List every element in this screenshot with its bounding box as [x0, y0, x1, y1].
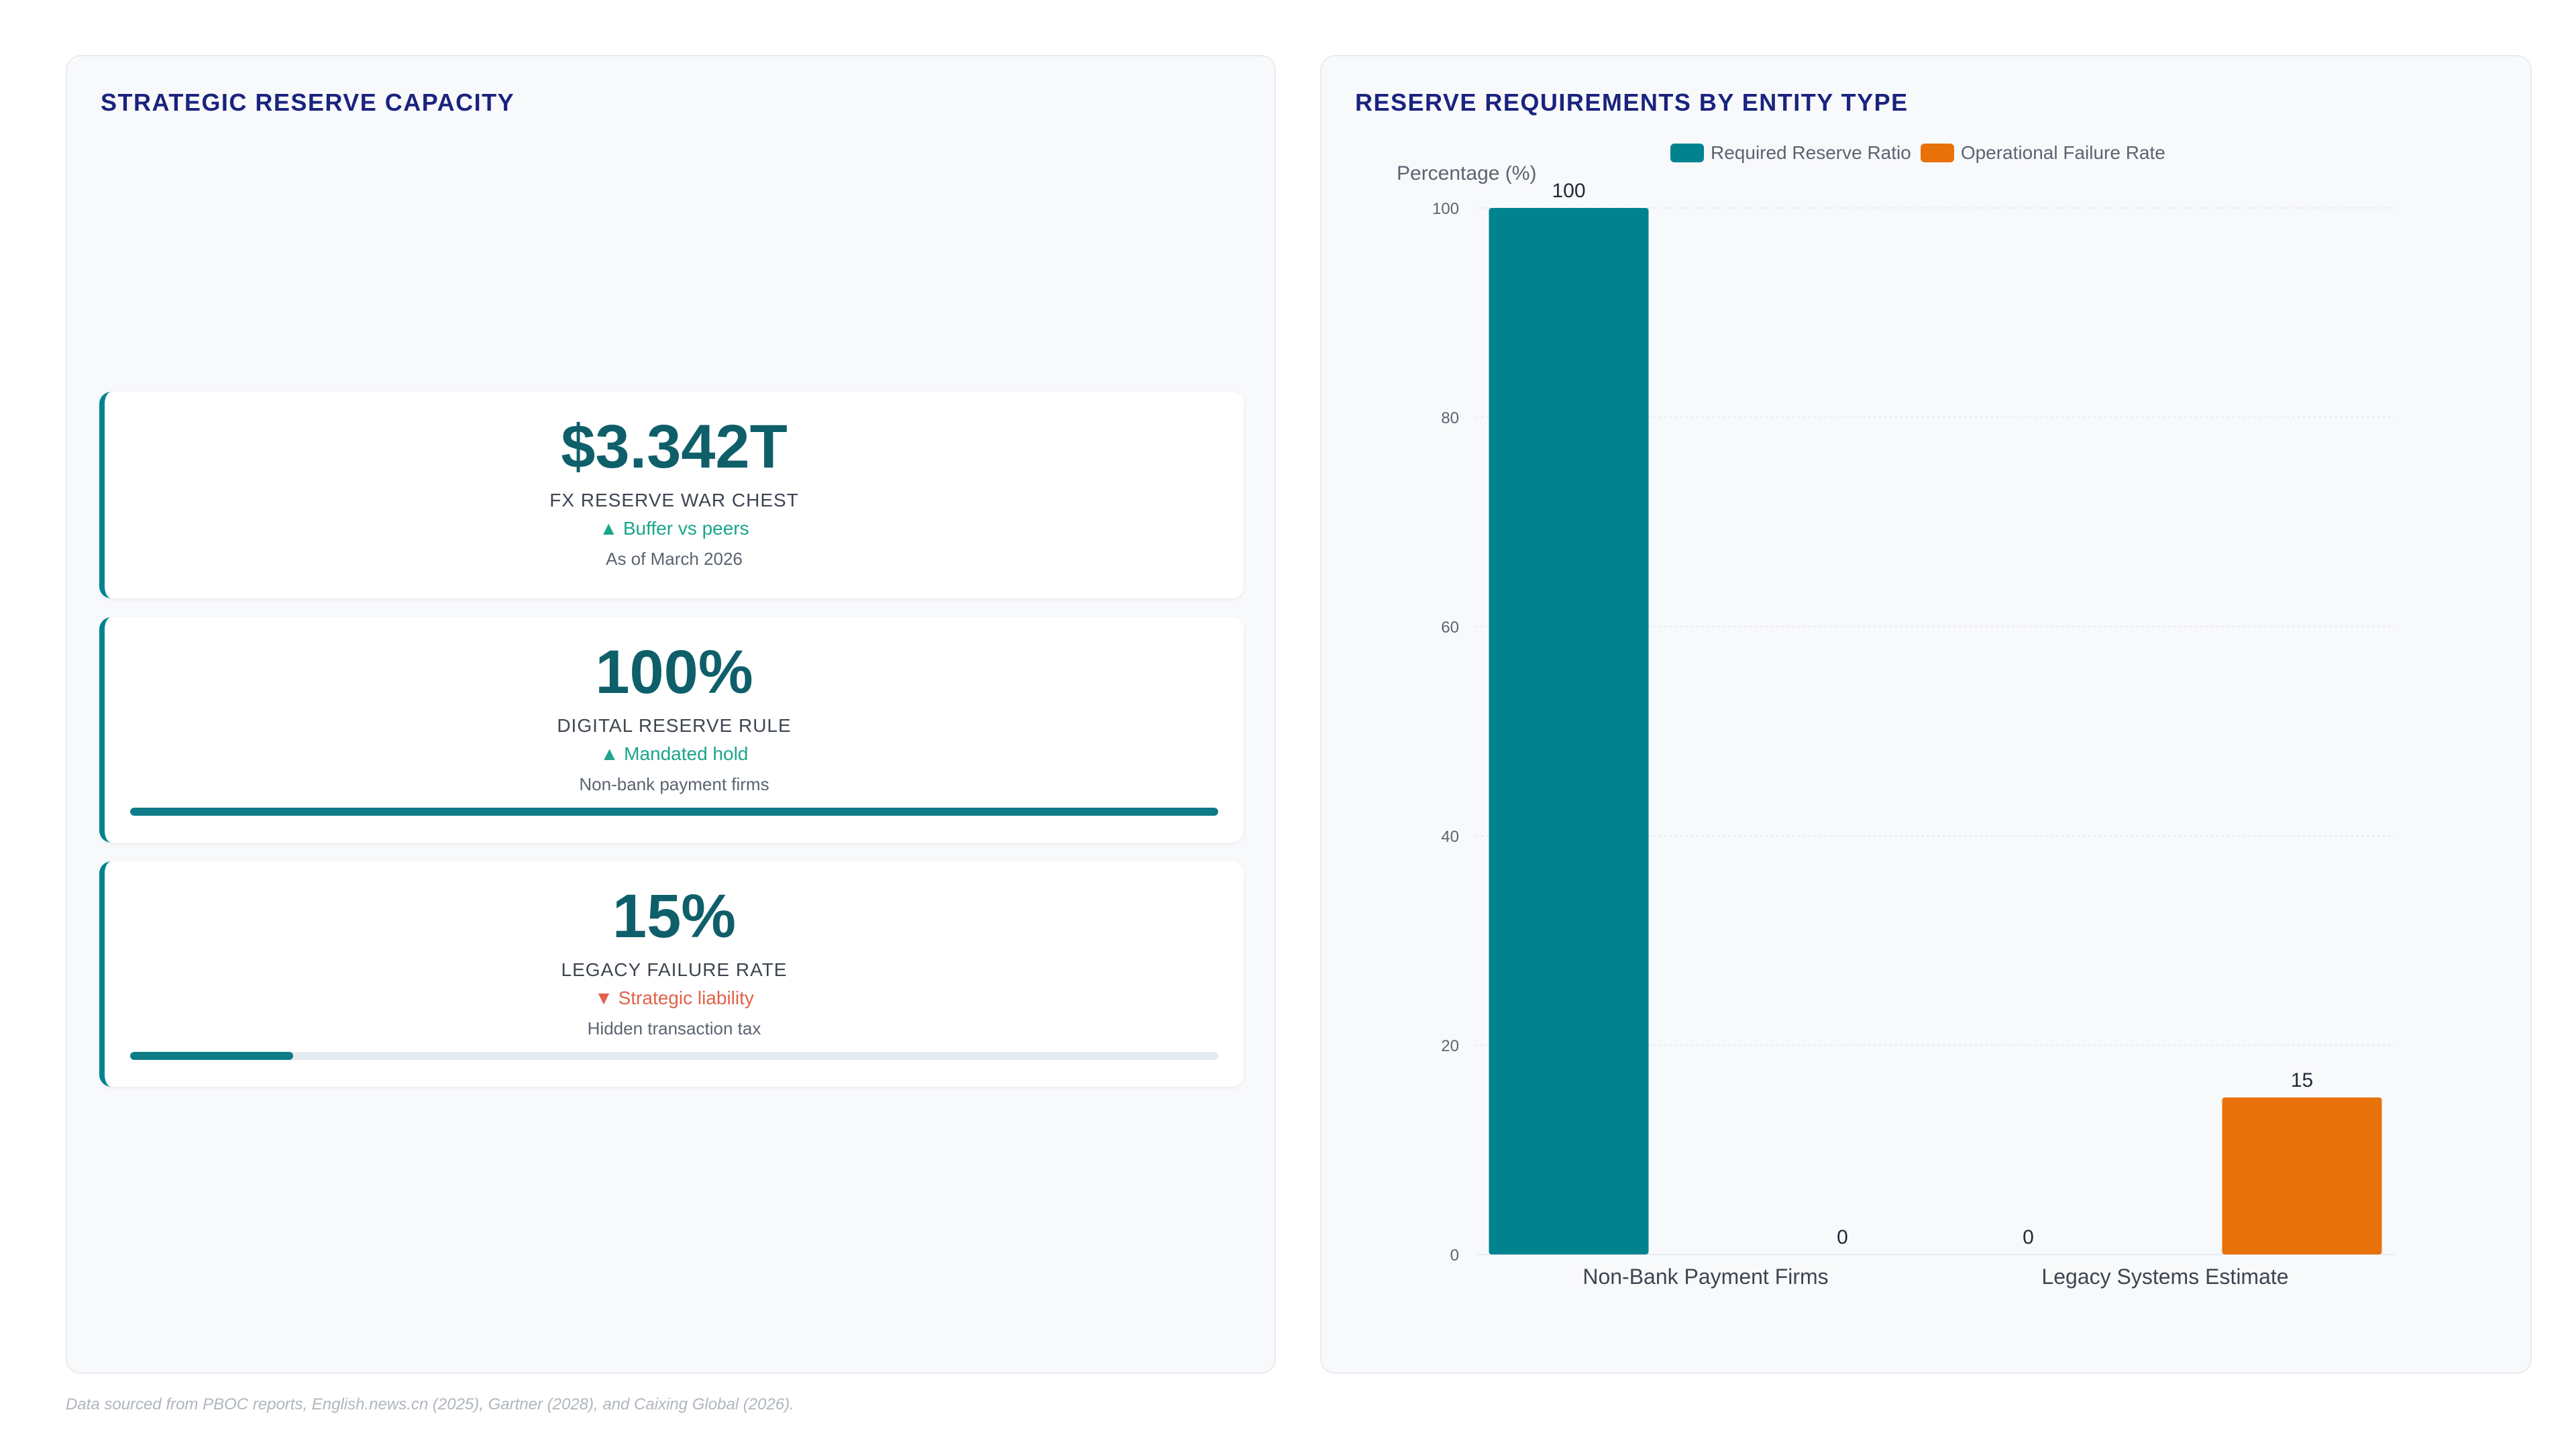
x-tick-label: Non-Bank Payment Firms [1582, 1265, 1828, 1289]
y-tick-label: 40 [1441, 828, 1459, 846]
kpi-card-fx-reserve: $3.342T FX RESERVE WAR CHEST ▲ Buffer vs… [99, 392, 1244, 598]
kpi-trend: ▲ Mandated hold [600, 743, 749, 764]
y-tick-label: 100 [1432, 200, 1459, 218]
legend-label: Operational Failure Rate [1960, 142, 2165, 163]
bar [2222, 1097, 2382, 1254]
source-note: Data sourced from PBOC reports, English.… [66, 1395, 794, 1413]
kpi-note: Hidden transaction tax [587, 1018, 761, 1038]
progress-fill [130, 808, 1218, 816]
kpi-label: FX RESERVE WAR CHEST [549, 490, 799, 511]
y-tick-label: 80 [1441, 409, 1459, 427]
strategic-reserve-panel: STRATEGIC RESERVE CAPACITY $3.342T FX RE… [66, 55, 1276, 1374]
kpi-label: LEGACY FAILURE RATE [561, 959, 788, 980]
kpi-card-legacy-failure: 15% LEGACY FAILURE RATE ▼ Strategic liab… [99, 861, 1244, 1087]
kpi-value: 15% [612, 882, 737, 951]
kpi-card-digital-reserve: 100% DIGITAL RESERVE RULE ▲ Mandated hol… [99, 617, 1244, 843]
bar-chart: Percentage (%) 0 20 40 60 80 100 100 0 Non-Bank P… [1397, 162, 2395, 1289]
legend-item-failure-rate[interactable]: Operational Failure Rate [1920, 142, 2165, 164]
data-label: 0 [2023, 1226, 2034, 1248]
chart-legend: Required Reserve Ratio Operational Failu… [1670, 142, 2175, 164]
progress-fill [130, 1052, 294, 1060]
y-tick-label: 0 [1450, 1246, 1459, 1265]
legend-swatch [1670, 144, 1704, 162]
y-tick-label: 20 [1441, 1037, 1459, 1055]
y-tick-label: 60 [1441, 619, 1459, 637]
progress-track [130, 808, 1218, 816]
data-label: 15 [2291, 1069, 2313, 1091]
kpi-label: DIGITAL RESERVE RULE [557, 715, 792, 736]
legend-label: Required Reserve Ratio [1711, 142, 1911, 163]
legend-swatch [1920, 144, 1954, 162]
progress-track [130, 1052, 1218, 1060]
kpi-value: $3.342T [561, 413, 788, 481]
panel-title: RESERVE REQUIREMENTS BY ENTITY TYPE [1355, 89, 1909, 116]
legend-item-required-reserve[interactable]: Required Reserve Ratio [1670, 142, 1911, 164]
data-label: 0 [1837, 1226, 1848, 1248]
x-tick-label: Legacy Systems Estimate [2041, 1265, 2288, 1289]
reserve-requirements-panel: RESERVE REQUIREMENTS BY ENTITY TYPE Requ… [1320, 55, 2532, 1374]
data-label: 100 [1552, 180, 1585, 202]
bar [1489, 208, 1649, 1254]
y-axis-title: Percentage (%) [1397, 162, 1536, 184]
kpi-note: As of March 2026 [606, 549, 743, 569]
panel-title: STRATEGIC RESERVE CAPACITY [101, 89, 515, 116]
kpi-trend: ▼ Strategic liability [594, 987, 754, 1008]
kpi-trend: ▲ Buffer vs peers [599, 518, 749, 539]
kpi-note: Non-bank payment firms [579, 774, 769, 794]
kpi-value: 100% [595, 638, 753, 706]
